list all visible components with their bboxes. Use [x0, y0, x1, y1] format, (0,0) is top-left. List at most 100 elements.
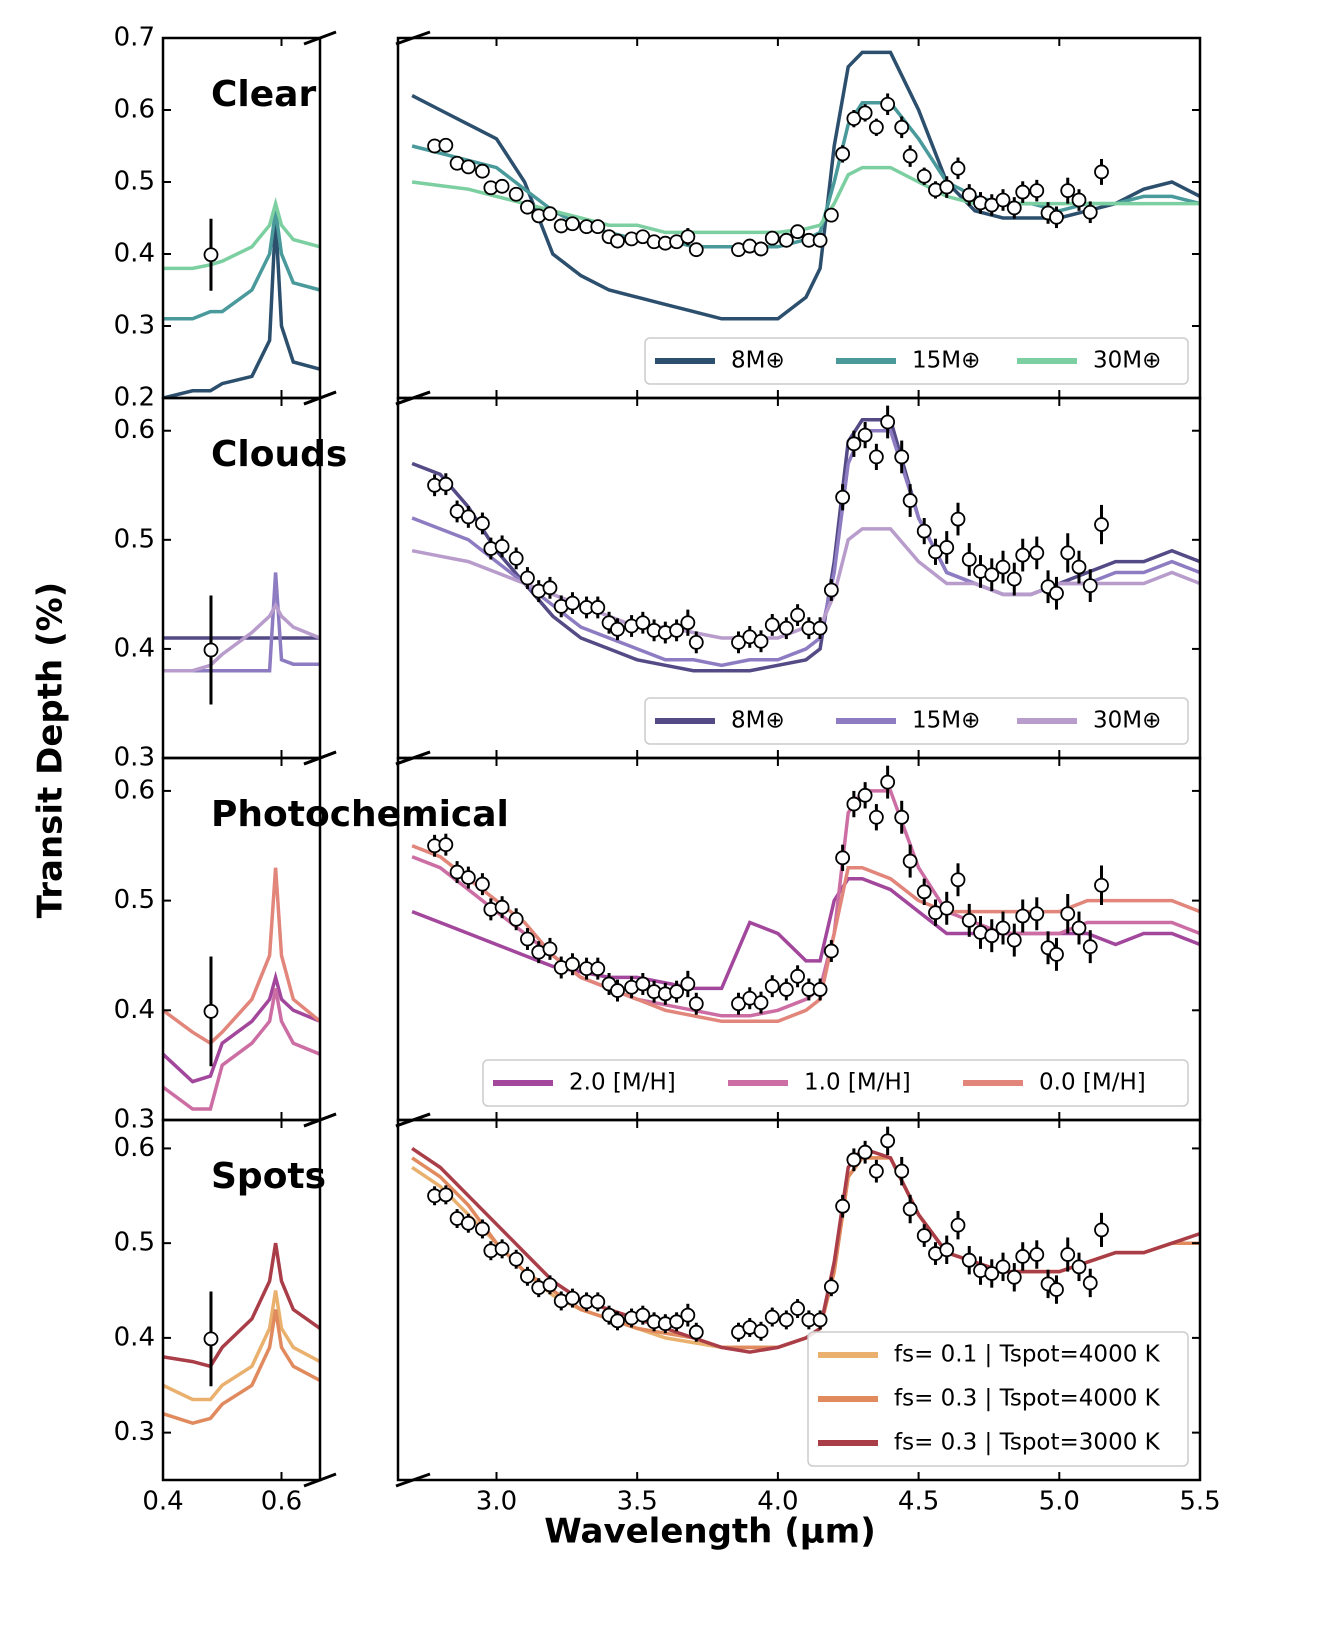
- data-point: [835, 850, 851, 866]
- data-point: [1006, 200, 1022, 216]
- legend-box: [807, 1331, 1189, 1467]
- data-point: [520, 931, 535, 947]
- data-point: [950, 160, 966, 176]
- data-point: [494, 538, 510, 554]
- axis-break: [395, 30, 431, 46]
- axis-break: [395, 390, 431, 406]
- data-point: [1015, 1249, 1031, 1264]
- data-point: [565, 1290, 580, 1306]
- data-point: [1071, 920, 1087, 936]
- legend-label: 30M⊕: [1093, 348, 1161, 374]
- legend-label: 15M⊕: [912, 708, 980, 734]
- data-point: [790, 1301, 805, 1316]
- data-point: [680, 229, 696, 245]
- data-point: [590, 961, 606, 977]
- data-point: [635, 615, 651, 631]
- data-point: [823, 582, 839, 598]
- axis-break: [303, 1472, 337, 1488]
- data-point: [1082, 204, 1098, 220]
- data-point: [508, 911, 524, 927]
- data-point: [778, 982, 794, 997]
- model-line: [163, 1309, 320, 1426]
- data-point: [753, 1323, 769, 1339]
- y-tick-label: 0.3: [114, 1417, 155, 1447]
- model-line: [163, 867, 320, 1046]
- y-tick-label: 0.5: [114, 885, 155, 915]
- data-point: [438, 837, 454, 853]
- data-point: [835, 1198, 851, 1214]
- y-tick-label: 0.4: [114, 633, 155, 663]
- data-point: [961, 1252, 977, 1268]
- data-point: [542, 206, 558, 222]
- data-point: [778, 620, 794, 636]
- data-point: [590, 1294, 606, 1310]
- model-line: [163, 1290, 320, 1402]
- y-tick-label: 0.3: [114, 743, 155, 773]
- x-tick-label: 5.5: [1179, 1487, 1220, 1517]
- data-point: [1094, 1222, 1109, 1238]
- legend-label: fs= 0.3 | Tspot=4000 K: [894, 1386, 1161, 1412]
- data-point: [894, 809, 910, 825]
- model-line: [411, 101, 1200, 249]
- y-tick-label: 0.7: [114, 23, 155, 53]
- data-point: [1029, 183, 1045, 199]
- panel-frame: [396, 1118, 1202, 1482]
- data-point: [764, 230, 780, 246]
- data-point: [1071, 192, 1087, 208]
- legend-label: fs= 0.1 | Tspot=4000 K: [894, 1342, 1161, 1368]
- data-point: [950, 511, 966, 527]
- data-point: [1060, 183, 1076, 199]
- data-point: [868, 449, 884, 465]
- data-point: [565, 956, 580, 972]
- data-point: [590, 600, 606, 615]
- data-point: [1006, 1269, 1022, 1285]
- data-point: [669, 1314, 684, 1330]
- data-point: [753, 995, 769, 1011]
- data-point: [939, 540, 955, 555]
- data-point: [894, 119, 910, 135]
- legend-label: 15M⊕: [912, 348, 980, 374]
- data-point: [1015, 908, 1031, 924]
- data-point: [880, 1133, 896, 1149]
- data-point: [880, 96, 896, 112]
- y-tick-label: 0.6: [114, 95, 155, 125]
- data-point: [1094, 877, 1109, 893]
- x-tick-label: 0.4: [142, 1487, 183, 1517]
- data-point: [880, 774, 896, 790]
- data-point: [764, 617, 780, 633]
- data-point: [812, 232, 828, 248]
- model-line: [163, 988, 320, 1111]
- data-point: [475, 163, 490, 179]
- axis-break: [303, 750, 337, 766]
- panel-title: Photochemical: [211, 794, 509, 835]
- data-point: [950, 1217, 966, 1233]
- data-point: [688, 242, 704, 258]
- data-point: [995, 559, 1011, 575]
- model-line: [163, 210, 320, 321]
- data-point: [916, 884, 932, 900]
- y-tick-label: 0.6: [114, 1133, 155, 1163]
- x-tick-label: 4.5: [898, 1487, 939, 1517]
- y-tick-label: 0.4: [114, 995, 155, 1025]
- data-point: [916, 523, 932, 539]
- data-point: [902, 493, 918, 508]
- data-point: [916, 1228, 932, 1243]
- y-tick-label: 0.5: [114, 524, 155, 554]
- data-point: [635, 1307, 651, 1323]
- data-point: [961, 912, 977, 928]
- data-point: [868, 1163, 884, 1179]
- x-axis-label: Wavelength (μm): [544, 1512, 876, 1552]
- x-tick-label: 3.0: [476, 1487, 517, 1517]
- panel-frame: [161, 1118, 322, 1482]
- data-point: [880, 414, 896, 430]
- data-point: [610, 621, 625, 637]
- data-point: [984, 567, 1000, 583]
- model-line: [163, 601, 320, 673]
- data-point: [857, 787, 873, 803]
- data-point: [846, 111, 862, 127]
- data-point: [961, 187, 977, 203]
- data-point: [610, 1313, 625, 1329]
- data-point: [438, 476, 454, 492]
- data-point: [846, 436, 862, 452]
